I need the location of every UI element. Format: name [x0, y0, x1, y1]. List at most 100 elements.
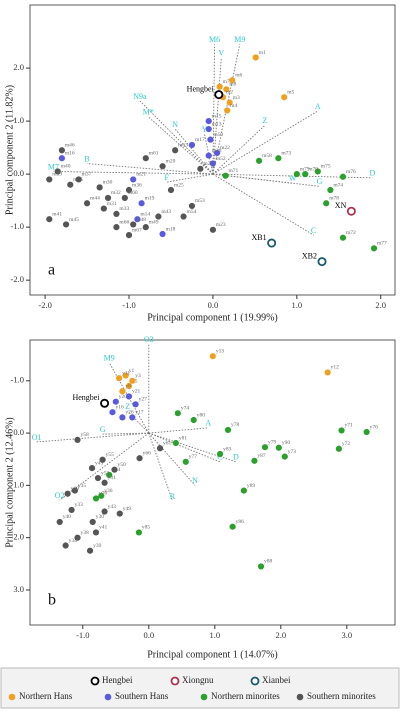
point-label: m20: [166, 158, 176, 164]
legend-label: Hengbei: [102, 675, 133, 685]
point-label: y36: [104, 488, 113, 494]
point-label: m4: [230, 103, 237, 109]
legend-marker: [90, 676, 100, 686]
marker-label: XB1: [252, 233, 267, 242]
point: [92, 529, 100, 536]
ring-marker: [267, 238, 277, 248]
point: [104, 194, 112, 202]
point: [46, 176, 53, 183]
point-label: y12: [331, 365, 340, 371]
point: [142, 155, 149, 162]
plot-frame: [29, 339, 396, 626]
point-label: y34: [69, 538, 78, 544]
x-tick-label: 1.0: [292, 300, 303, 310]
loading-vector: [36, 432, 149, 443]
y-tick-label: 2.0: [13, 62, 24, 72]
point: [121, 194, 128, 202]
point-label: m30: [103, 180, 113, 186]
ring-marker: [214, 90, 224, 100]
point: [209, 226, 217, 233]
point: [252, 54, 259, 61]
loading-label: D: [233, 453, 239, 462]
point-label: m63: [178, 143, 188, 149]
legend-marker: [296, 693, 304, 701]
point: [216, 83, 223, 90]
x-tick-label: 0.0: [143, 630, 154, 640]
point-label: y8: [125, 384, 131, 390]
point: [159, 230, 166, 238]
point-label: m19: [145, 196, 155, 202]
loading-label: M9: [234, 35, 245, 44]
point: [74, 534, 81, 541]
loading-vector: [204, 134, 214, 175]
point: [71, 487, 78, 494]
point-label: m32: [111, 190, 121, 196]
y-tick-label: 2.0: [13, 532, 24, 542]
point-label: y76: [370, 424, 379, 430]
point-label: y31: [108, 475, 117, 481]
point-label: m76: [346, 169, 356, 175]
legend-label: Southern Hans: [115, 691, 169, 701]
point: [281, 94, 288, 101]
point: [96, 184, 103, 191]
point: [113, 224, 120, 231]
point: [302, 171, 309, 178]
point-label: m58: [262, 153, 272, 159]
loading-label: D: [369, 169, 375, 178]
point-label: y85: [142, 525, 151, 531]
loading-label: M9: [104, 353, 115, 362]
point: [119, 414, 126, 421]
point: [46, 216, 53, 223]
x-tick-label: -2.0: [38, 300, 51, 310]
point-label: y53: [101, 470, 110, 476]
loading-label: Y: [202, 125, 208, 134]
loading-vector: [148, 432, 221, 463]
point: [136, 455, 143, 462]
point: [125, 393, 133, 400]
loading-vector: [139, 100, 214, 175]
point: [156, 445, 164, 452]
point-label: m8: [229, 82, 236, 88]
ring-marker: [100, 398, 110, 408]
point-label: y66: [143, 450, 152, 456]
y-tick-label: 0.0: [13, 168, 24, 178]
point-label: y11: [122, 370, 130, 376]
loading-label: Z: [125, 402, 130, 411]
x-tick-label: -1.0: [122, 300, 135, 310]
point-label: y38: [81, 530, 90, 536]
panel: -2.0 -1.0 0.0 1.0 2.0 -2.0 -1.0 0.0 1.0 2.0 Princi…: [4, 4, 396, 323]
point-label: y45: [95, 460, 104, 466]
x-tick-label: 2.0: [276, 630, 287, 640]
point: [119, 388, 126, 395]
point-label: y50: [117, 462, 126, 468]
point-label: m5: [287, 90, 294, 96]
point: [275, 444, 282, 451]
ring-marker: [346, 206, 356, 216]
point-label: y17: [135, 410, 144, 416]
loading-vector: [87, 163, 213, 175]
point-label: m45: [69, 217, 79, 223]
point: [188, 202, 196, 210]
loading-vector: [212, 110, 319, 175]
point-label: m15: [212, 113, 222, 119]
point-label: y69: [71, 486, 80, 492]
point-label: y77: [189, 454, 198, 460]
point-label: m48: [136, 217, 146, 223]
point-label: m74: [333, 182, 343, 188]
point-label: y89: [247, 483, 256, 489]
point: [68, 506, 75, 514]
loading-label: F: [165, 173, 170, 182]
point: [125, 382, 133, 390]
loading-vector: [212, 44, 216, 175]
point-label: m49: [149, 219, 159, 225]
x-axis-title: Principal component 1 (19.99%): [147, 312, 278, 323]
point: [190, 416, 197, 424]
point: [205, 118, 212, 125]
point: [216, 450, 224, 458]
y-axis-title: Principal component 2 (11.82%): [4, 85, 15, 215]
point: [209, 160, 217, 167]
point: [324, 369, 331, 376]
point: [214, 149, 221, 157]
point: [281, 453, 288, 460]
